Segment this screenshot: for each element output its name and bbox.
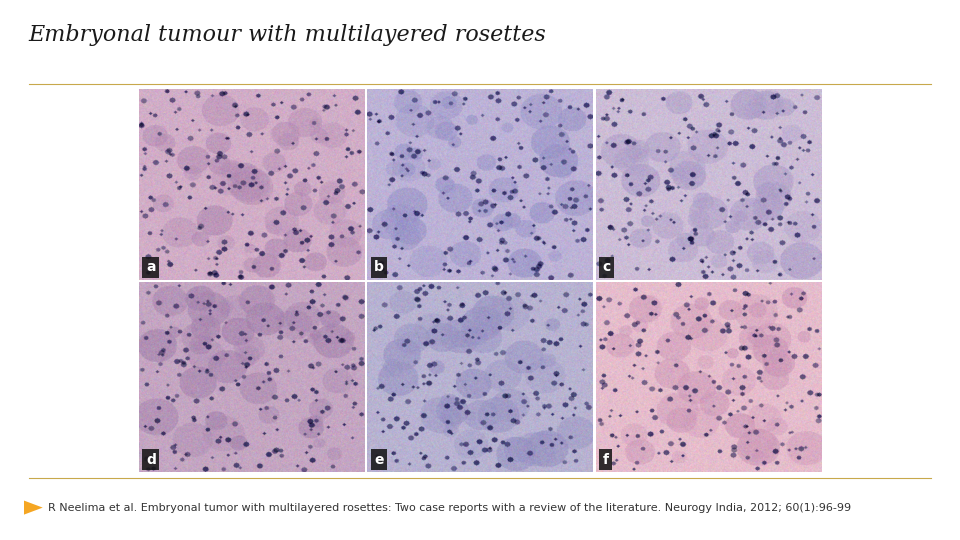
Text: c: c: [602, 260, 611, 274]
Text: f: f: [602, 453, 609, 467]
Text: R Neelima et al. Embryonal tumor with multilayered rosettes: Two case reports wi: R Neelima et al. Embryonal tumor with mu…: [48, 503, 852, 512]
Polygon shape: [24, 501, 42, 515]
Text: a: a: [146, 260, 156, 274]
Text: e: e: [374, 453, 384, 467]
Text: b: b: [374, 260, 384, 274]
Text: Embryonal tumour with multilayered rosettes: Embryonal tumour with multilayered roset…: [29, 24, 546, 46]
Text: d: d: [146, 453, 156, 467]
